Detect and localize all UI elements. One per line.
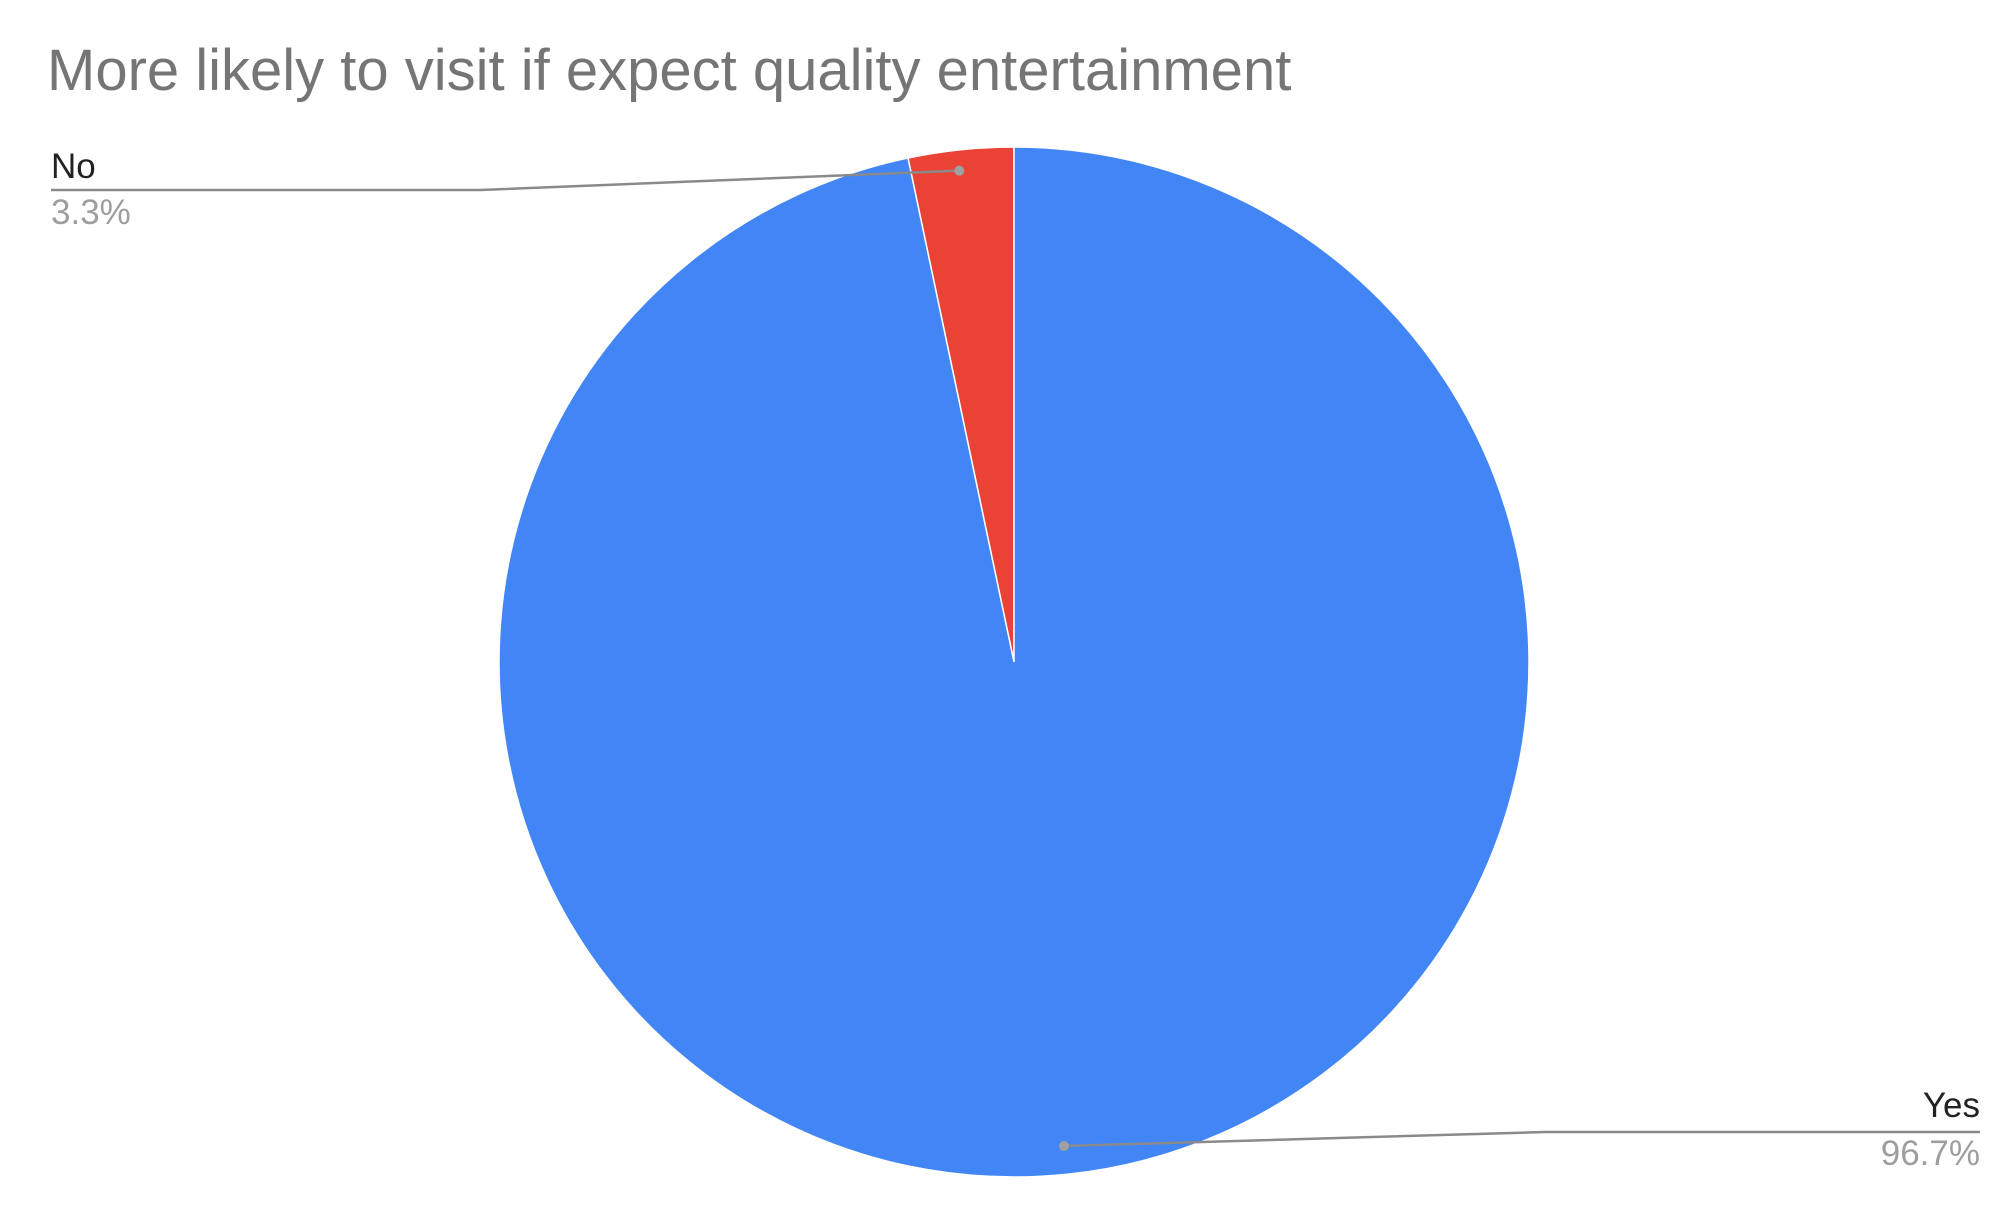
pie-slice-yes [498, 146, 1530, 1178]
leader-line-yes [1063, 1130, 1980, 1148]
pie-slices [498, 146, 1530, 1178]
leader-lines [51, 165, 1980, 1151]
slice-label-no: No [51, 147, 96, 186]
chart-title: More likely to visit if expect quality e… [47, 38, 1291, 103]
slice-percent-yes: 96.7% [1881, 1134, 1980, 1173]
slice-label-yes: Yes [1923, 1086, 1980, 1125]
leader-dot-no [954, 165, 965, 176]
leader-line-no [51, 169, 960, 192]
slice-percent-no: 3.3% [51, 193, 131, 232]
leader-dot-yes [1059, 1141, 1069, 1151]
